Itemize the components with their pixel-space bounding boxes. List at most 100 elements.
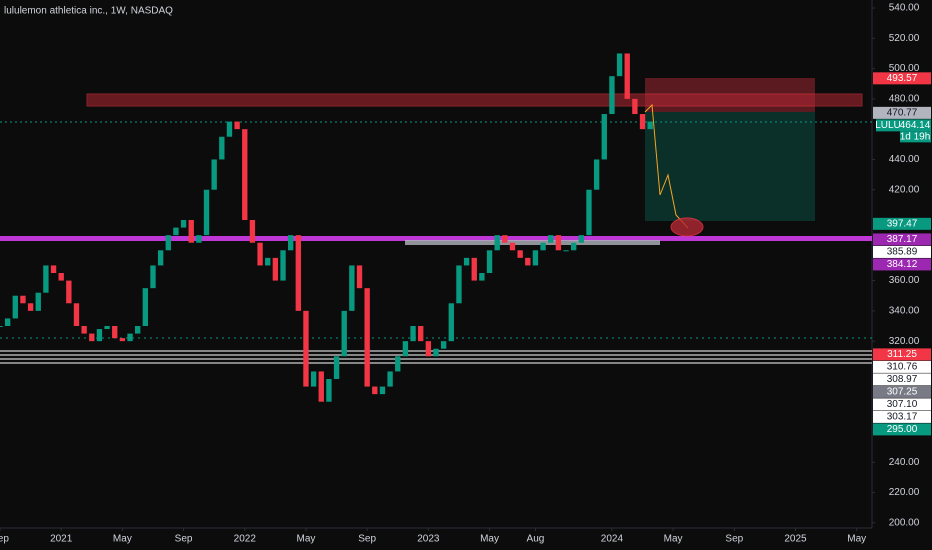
candle <box>486 250 493 274</box>
candle <box>616 53 623 77</box>
candle <box>532 250 539 266</box>
candle <box>180 220 187 228</box>
candle <box>356 265 363 289</box>
price-tag-label: 307.25 <box>887 387 918 398</box>
candle <box>43 265 49 293</box>
candle <box>540 242 546 251</box>
price-tag <box>873 348 931 361</box>
x-tick-label: May <box>847 534 866 545</box>
candle <box>203 189 210 236</box>
drawings <box>0 78 872 364</box>
support-line <box>0 236 872 241</box>
symbol-label: LULU <box>875 120 901 131</box>
candle <box>0 326 3 328</box>
y-tick-label: 220.00 <box>889 487 920 498</box>
candle <box>249 220 256 243</box>
x-tick-label: Sep <box>725 534 743 545</box>
candle <box>287 235 294 251</box>
price-tag <box>873 373 931 386</box>
price-tag <box>873 398 931 411</box>
price-tag <box>873 106 931 119</box>
candle <box>157 250 164 266</box>
projection-path <box>644 103 689 229</box>
candle <box>456 265 462 304</box>
price-tag-label: 493.57 <box>887 73 918 84</box>
price-tag-label: 303.17 <box>887 412 918 423</box>
y-tick-label: 320.00 <box>889 336 920 347</box>
x-tick-label: Aug <box>527 534 545 545</box>
candle <box>226 121 233 137</box>
candle <box>211 159 217 190</box>
candle <box>4 318 11 327</box>
y-tick-label: 540.00 <box>889 3 920 14</box>
candle <box>127 333 133 342</box>
candle <box>303 310 309 387</box>
candle <box>66 280 72 304</box>
candle <box>418 326 424 342</box>
y-tick-label: 500.00 <box>889 63 920 74</box>
candle <box>112 326 118 339</box>
x-tick-label: 2024 <box>601 534 624 545</box>
countdown-label: 1d 19h <box>900 131 931 142</box>
candle <box>395 356 401 372</box>
candle <box>517 250 523 258</box>
candle <box>333 356 340 380</box>
candle <box>632 98 638 115</box>
candle <box>471 257 477 281</box>
y-tick-label: 480.00 <box>889 94 920 105</box>
candle <box>379 386 386 395</box>
candle <box>463 257 470 266</box>
candle <box>433 348 439 357</box>
candle <box>601 114 607 160</box>
y-tick-label: 440.00 <box>889 154 920 165</box>
candle <box>310 371 317 387</box>
candle <box>440 341 447 349</box>
candle <box>586 189 592 236</box>
candle <box>364 288 370 387</box>
price-tag <box>873 423 931 436</box>
candle <box>50 265 57 274</box>
candle <box>349 265 355 311</box>
symbol-tag <box>876 119 900 132</box>
x-tick-label: Sep <box>0 534 9 545</box>
x-tick-label: 2021 <box>50 534 73 545</box>
price-tag-label: 470.77 <box>887 107 918 118</box>
price-tag-label: 384.12 <box>887 259 918 270</box>
candle <box>96 329 103 342</box>
price-tag <box>873 258 931 271</box>
candle <box>104 326 110 330</box>
candle <box>81 326 87 334</box>
candle <box>326 379 332 402</box>
candle <box>188 220 194 243</box>
candle <box>410 326 416 342</box>
candle <box>341 310 347 357</box>
candle <box>318 371 324 402</box>
candle <box>571 242 577 251</box>
candle <box>219 136 225 160</box>
target-marker <box>670 217 704 237</box>
x-tick-label: Sep <box>175 534 193 545</box>
candle <box>402 341 409 357</box>
candle <box>387 371 393 387</box>
candle <box>89 333 95 342</box>
x-tick-label: 2022 <box>234 534 257 545</box>
price-tag-label: 307.10 <box>887 399 918 410</box>
price-tag-label: 308.97 <box>887 374 918 385</box>
price-tag <box>900 119 931 132</box>
candle <box>502 235 508 243</box>
support-zone <box>405 240 660 245</box>
candle <box>578 235 585 243</box>
y-tick-label: 520.00 <box>889 33 920 44</box>
candle <box>20 295 26 304</box>
candle <box>609 76 615 115</box>
candle <box>593 159 600 190</box>
candle <box>280 250 286 281</box>
candle <box>509 242 516 251</box>
candle <box>372 386 378 395</box>
candle <box>448 303 454 342</box>
candle <box>272 257 279 281</box>
price-tag-label: 387.17 <box>887 234 918 245</box>
y-tick-label: 420.00 <box>889 184 920 195</box>
y-tick-label: 360.00 <box>889 275 920 286</box>
